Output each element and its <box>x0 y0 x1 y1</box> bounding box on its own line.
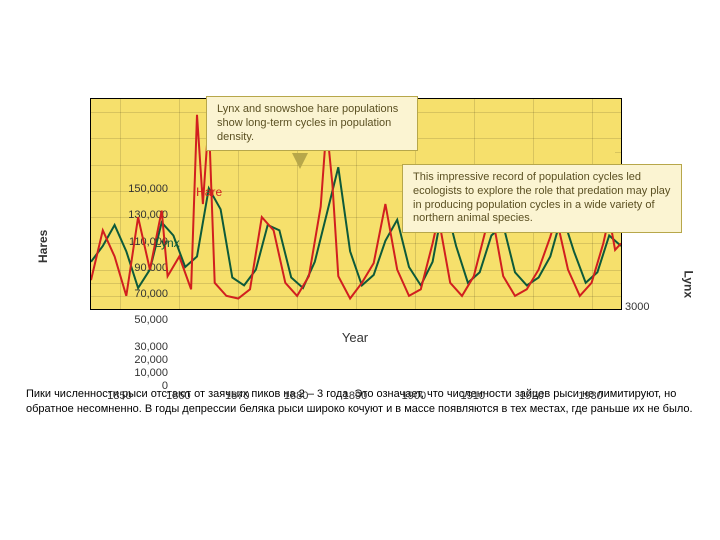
callout-top: Lynx and snowshoe hare populations show … <box>206 96 418 151</box>
y-left-tick: 10,000 <box>113 367 168 379</box>
x-tick: 1860 <box>166 390 190 402</box>
x-axis-label: Year <box>90 330 620 345</box>
hare-series-label: Hare <box>196 185 222 199</box>
x-tick: 1880 <box>284 390 308 402</box>
callout-top-pointer <box>292 153 308 169</box>
y-axis-right-label: Lynx <box>682 270 696 298</box>
x-tick: 1890 <box>343 390 367 402</box>
y-right-tick: 3000 <box>625 301 649 313</box>
x-tick: 1850 <box>107 390 131 402</box>
x-tick: 1910 <box>461 390 485 402</box>
x-tick: 1900 <box>402 390 426 402</box>
y-axis-left-label: Hares <box>36 230 50 263</box>
x-tick: 1920 <box>519 390 543 402</box>
x-tick: 1870 <box>225 390 249 402</box>
y-left-tick: 30,000 <box>113 341 168 353</box>
x-tick: 1930 <box>578 390 602 402</box>
lynx-series-label: Lynx <box>155 236 180 250</box>
y-left-tick: 50,000 <box>113 314 168 326</box>
y-left-tick: 20,000 <box>113 354 168 366</box>
figure: Lynx and snowshoe hare populations show … <box>20 98 700 345</box>
callout-right: This impressive record of population cyc… <box>402 164 682 233</box>
